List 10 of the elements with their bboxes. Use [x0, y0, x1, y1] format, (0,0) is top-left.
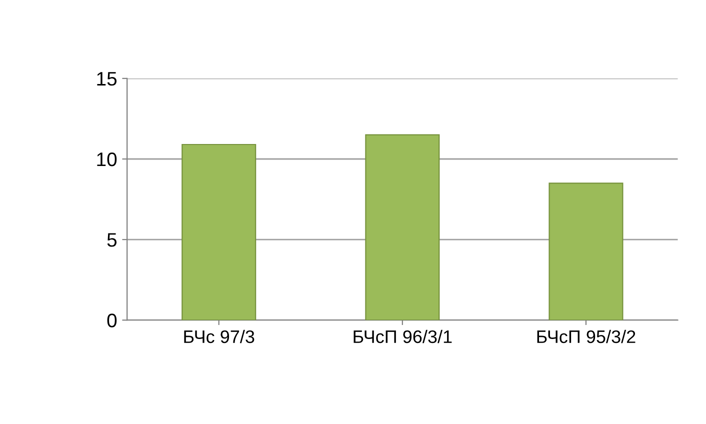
bar — [548, 182, 624, 320]
y-tick-label: 0 — [107, 314, 117, 328]
bar — [365, 134, 440, 320]
y-tick-label: 10 — [97, 152, 117, 166]
x-tick-label: БЧс 97/3 — [184, 330, 254, 344]
x-tick-label: БЧсП 95/3/2 — [537, 330, 636, 344]
x-tick-label: БЧсП 96/3/1 — [354, 330, 452, 344]
y-tick-label: 5 — [107, 233, 117, 247]
y-tick-label: 15 — [97, 72, 117, 86]
bar — [182, 144, 256, 320]
